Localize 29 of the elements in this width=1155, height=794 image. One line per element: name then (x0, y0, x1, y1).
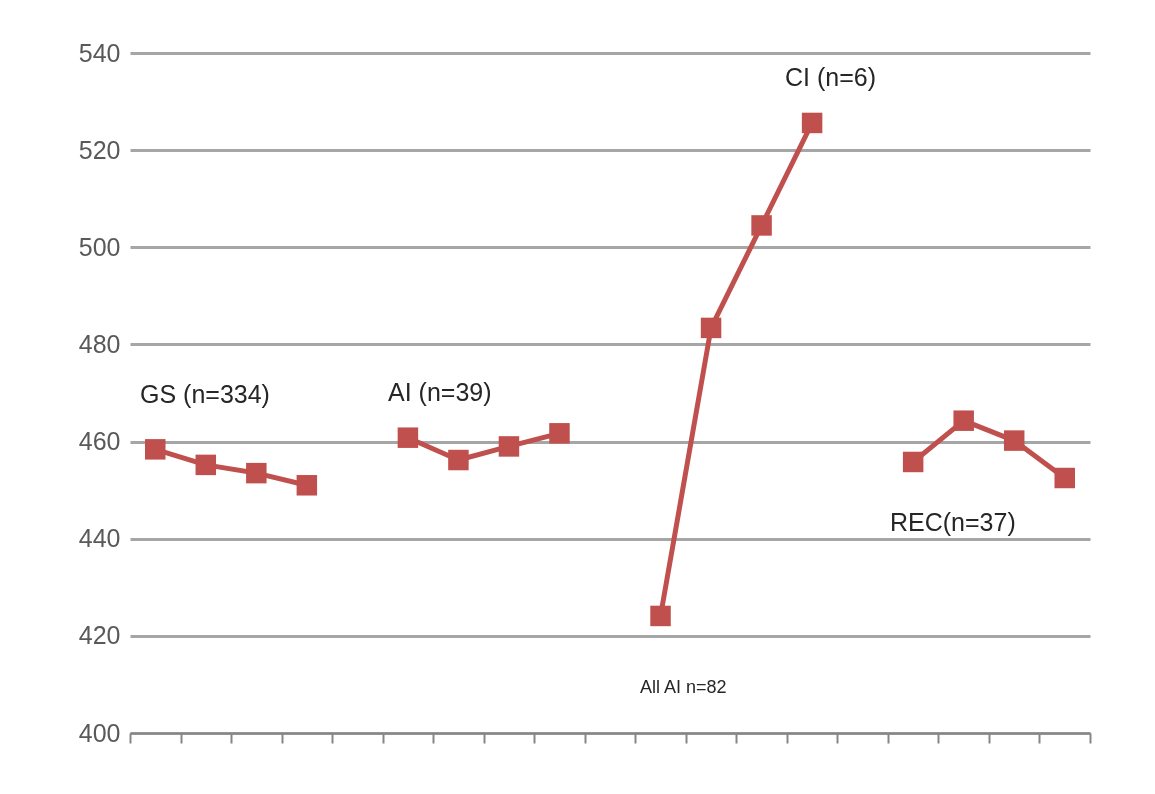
annotation: REC(n=37) (890, 508, 1016, 536)
y-tick-label: 420 (78, 621, 121, 650)
point (751, 215, 772, 236)
y-tick-label: 460 (78, 427, 121, 456)
y-tick-label: 540 (78, 38, 121, 67)
point (145, 439, 166, 460)
y-tick-label: 520 (78, 135, 121, 164)
annotation: GS (n=334) (140, 380, 270, 408)
y-tick-label: 480 (78, 329, 121, 358)
point (1054, 467, 1075, 489)
point (498, 436, 520, 457)
point (700, 317, 722, 339)
point (397, 427, 419, 448)
annotation: AI (n=39) (388, 378, 492, 406)
point (296, 475, 318, 496)
y-tick-label: 500 (78, 232, 121, 261)
annotation: CI (n=6) (785, 63, 877, 91)
point (1003, 430, 1025, 451)
point (902, 451, 924, 473)
point (246, 462, 267, 484)
point (953, 410, 974, 431)
point (650, 605, 671, 627)
y-tick-label: 400 (78, 718, 121, 747)
point (549, 423, 570, 444)
annotation: All AI n=82 (640, 677, 727, 697)
y-tick-label: 440 (78, 524, 121, 553)
point (195, 454, 217, 476)
point (448, 449, 469, 471)
point (801, 112, 823, 134)
